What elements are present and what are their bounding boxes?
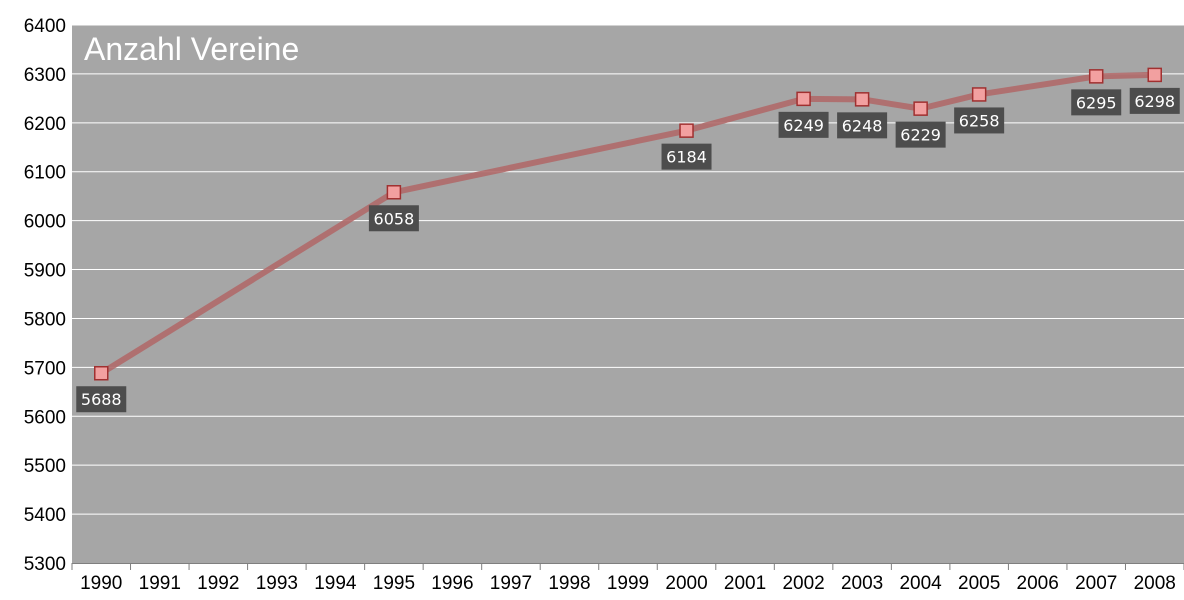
y-tick-label: 5600 xyxy=(24,407,66,428)
data-label-text: 6298 xyxy=(1134,92,1175,111)
y-axis-ticks: 5300 5400 5500 5600 5700 5800 5900 6000 6100 6200… xyxy=(24,16,66,575)
x-tick-label: 2005 xyxy=(958,573,1000,594)
data-label-text: 5688 xyxy=(81,390,122,409)
data-label: 6184 xyxy=(662,144,712,170)
data-point-marker xyxy=(797,92,810,105)
x-tick-label: 1990 xyxy=(80,573,122,594)
data-label: 6249 xyxy=(779,112,829,138)
x-tick-label: 1991 xyxy=(139,573,181,594)
data-label-text: 6258 xyxy=(959,111,1000,130)
data-label: 5688 xyxy=(76,386,126,412)
x-tick-label: 2002 xyxy=(782,573,824,594)
y-tick-label: 6400 xyxy=(24,16,66,37)
data-label: 6258 xyxy=(954,107,1004,133)
y-tick-label: 5500 xyxy=(24,456,66,477)
x-tick-label: 1995 xyxy=(373,573,415,594)
data-point-marker xyxy=(856,93,869,106)
x-tick-label: 1997 xyxy=(490,573,532,594)
data-label: 6295 xyxy=(1071,89,1121,115)
y-tick-label: 5400 xyxy=(24,505,66,526)
y-tick-label: 5700 xyxy=(24,358,66,379)
y-tick-label: 6000 xyxy=(24,212,66,233)
x-tick-label: 2004 xyxy=(899,573,942,594)
data-label: 6298 xyxy=(1130,88,1180,114)
data-point-marker xyxy=(95,367,108,380)
data-point-marker xyxy=(680,124,693,137)
data-point-marker xyxy=(1090,70,1103,83)
y-tick-label: 5800 xyxy=(24,309,66,330)
data-label-text: 6248 xyxy=(842,116,883,135)
data-label: 6248 xyxy=(837,112,887,138)
x-tick-label: 2001 xyxy=(724,573,766,594)
data-point-marker xyxy=(914,102,927,115)
x-tick-label: 2006 xyxy=(1017,573,1059,594)
x-tick-label: 1998 xyxy=(548,573,590,594)
data-label-text: 6229 xyxy=(900,126,941,145)
x-tick-label: 2003 xyxy=(841,573,883,594)
data-label: 6058 xyxy=(369,205,419,231)
x-tick-label: 1999 xyxy=(607,573,649,594)
data-label-text: 6184 xyxy=(666,148,707,167)
x-axis-ticks: 1990 1991 1992 1993 1994 1995 1996 1997 1998 1999… xyxy=(72,563,1184,594)
y-tick-label: 6300 xyxy=(24,65,66,86)
plot-area xyxy=(72,25,1184,563)
x-tick-label: 2008 xyxy=(1134,573,1176,594)
data-point-marker xyxy=(387,186,400,199)
x-tick-label: 1996 xyxy=(431,573,473,594)
data-label-text: 6249 xyxy=(783,116,824,135)
x-tick-label: 1993 xyxy=(256,573,298,594)
x-tick-label: 2007 xyxy=(1075,573,1117,594)
data-label-text: 6295 xyxy=(1076,93,1117,112)
y-tick-label: 5300 xyxy=(24,554,66,575)
y-tick-label: 5900 xyxy=(24,261,66,282)
x-tick-label: 1994 xyxy=(314,573,357,594)
y-tick-label: 6100 xyxy=(24,163,66,184)
x-tick-label: 2000 xyxy=(665,573,707,594)
data-point-marker xyxy=(1148,68,1161,81)
data-point-marker xyxy=(973,88,986,101)
data-label: 6229 xyxy=(896,122,946,148)
y-tick-label: 6200 xyxy=(24,114,66,135)
chart-title: Anzahl Vereine xyxy=(84,31,299,67)
x-tick-label: 1992 xyxy=(197,573,239,594)
data-label-text: 6058 xyxy=(374,209,415,228)
